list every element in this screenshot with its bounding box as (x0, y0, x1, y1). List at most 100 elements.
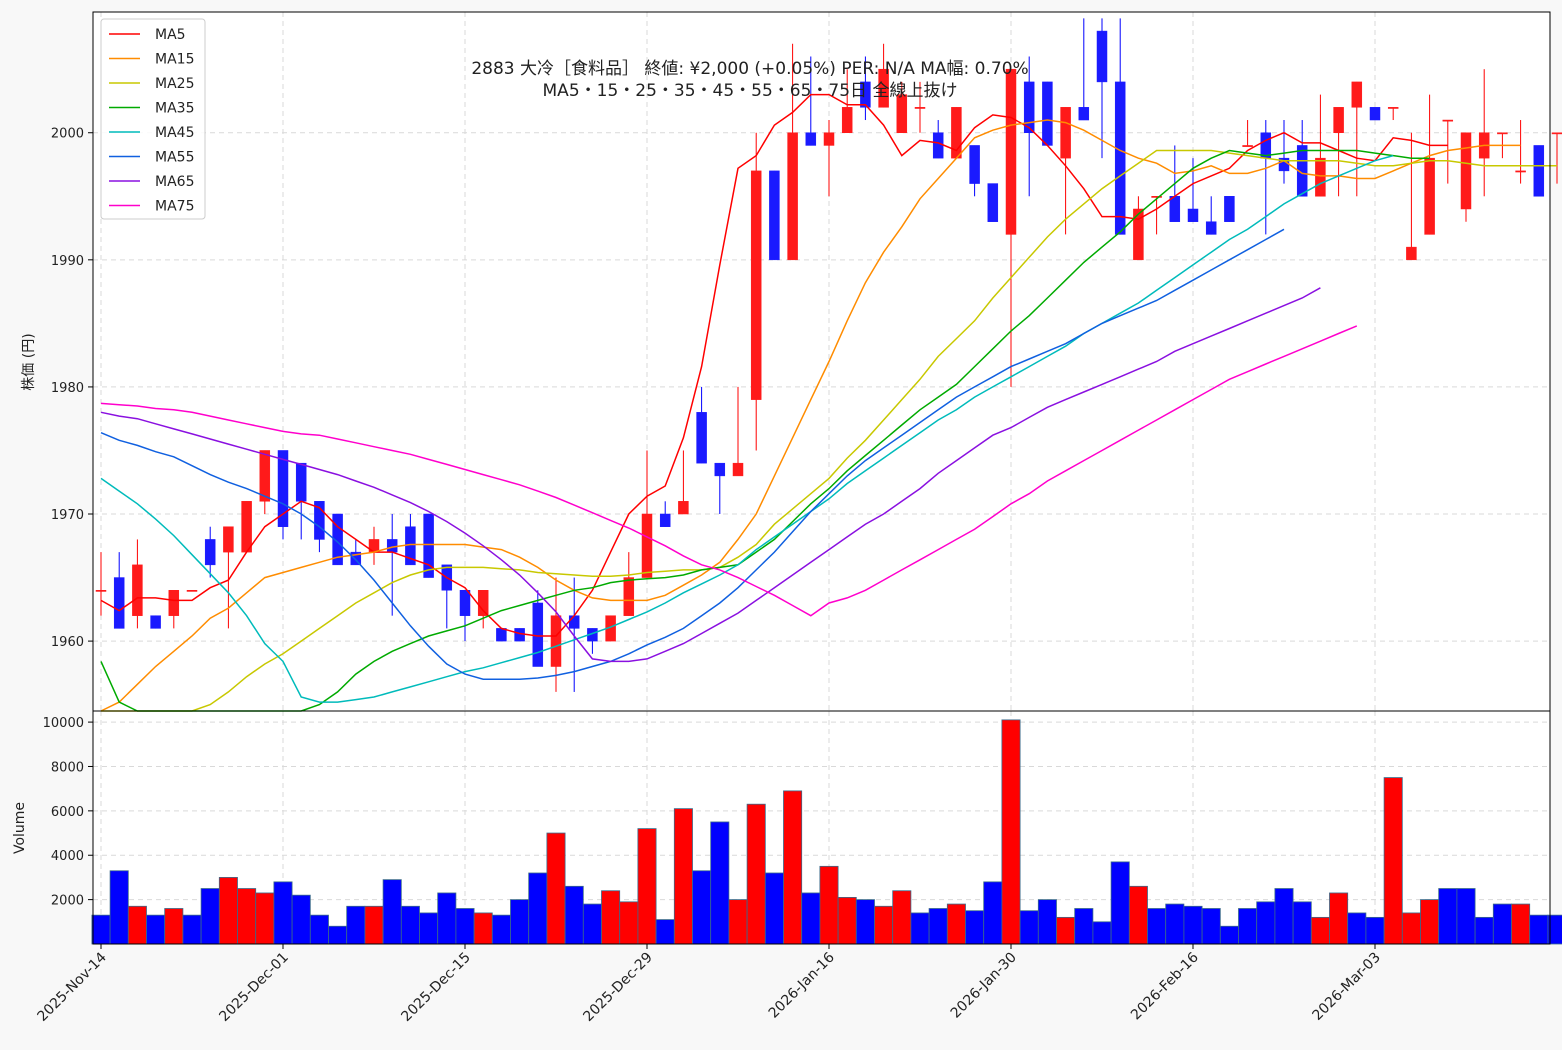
volume-bar (582, 903, 602, 945)
candle-body (1224, 196, 1235, 222)
candle-body (1042, 81, 1053, 146)
volume-bar (146, 914, 166, 945)
candle-body (113, 577, 125, 629)
legend-label: MA5 (155, 27, 186, 43)
moving-average-lines (100, 93, 1557, 712)
volume-bar (491, 914, 511, 945)
candle-body (204, 539, 216, 566)
volume-bar (1056, 916, 1076, 945)
volume-bar (382, 879, 402, 945)
legend-label: MA15 (155, 52, 194, 68)
candle-body (678, 501, 689, 515)
candle-body (659, 513, 671, 527)
volume-tick-label: 2000 (51, 894, 84, 909)
volume-bar (1292, 901, 1312, 945)
volume-bar (1329, 892, 1349, 945)
volume-bar (910, 912, 930, 945)
candle-body (1060, 107, 1071, 159)
candle-body (1351, 81, 1363, 108)
candle-body (132, 564, 143, 616)
candle-body (732, 462, 744, 477)
volume-bar (1401, 912, 1421, 945)
candle-body (350, 551, 362, 566)
candle-body (568, 615, 580, 629)
candle-body (332, 513, 343, 566)
candle-body (550, 615, 562, 667)
volume-bar (946, 903, 966, 945)
candle-body (987, 183, 999, 222)
candle-body (168, 590, 180, 616)
candle-body (95, 590, 107, 592)
candle-body (186, 590, 198, 592)
candle-body (150, 615, 161, 629)
volume-bar (218, 877, 238, 945)
volume-bar (837, 897, 857, 945)
candle-body (769, 170, 780, 261)
volume-bar (127, 905, 147, 945)
candle-body (969, 145, 980, 184)
volume-bar (1310, 916, 1330, 945)
volume-bar (419, 912, 439, 945)
candle-body (1333, 107, 1344, 133)
candlesticks (95, 18, 1562, 692)
candle-body (277, 450, 289, 527)
candle-body (1424, 157, 1435, 235)
candle-body (241, 501, 252, 553)
candle-body (750, 170, 762, 400)
volume-bar (1438, 888, 1458, 945)
volume-axis-label: Volume (12, 802, 28, 854)
candle-body (932, 132, 944, 159)
volume-bar (728, 899, 748, 945)
volume-bar (619, 901, 639, 945)
volume-bar (1128, 885, 1148, 945)
volume-bar (764, 872, 784, 945)
candle-body (1369, 107, 1381, 121)
volume-bar (983, 881, 1003, 945)
candle-body (1169, 196, 1181, 222)
candle-body (223, 526, 234, 553)
volume-bar (1110, 861, 1130, 945)
volume-bar (1492, 903, 1512, 945)
volume-bar (328, 925, 348, 945)
volume-bar (855, 899, 875, 945)
volume-bar (400, 905, 420, 945)
candle-body (823, 132, 835, 146)
chart-title: 2883 大冷［食料品］ 終値: ¥2,000 (+0.05%) PER: N/… (471, 59, 1028, 79)
candle-body (1296, 145, 1308, 197)
volume-bar (437, 892, 457, 945)
candle-body (1406, 246, 1417, 261)
price-tick-label: 1990 (51, 254, 84, 269)
candle-body (295, 462, 307, 502)
ma-line-ma55 (100, 228, 1285, 680)
volume-bar (783, 790, 803, 945)
candle-body (1005, 68, 1017, 235)
volume-bar (1474, 916, 1494, 945)
volume-bar (309, 914, 329, 945)
volume-bar (801, 892, 821, 945)
volume-bar (1201, 908, 1221, 945)
candle-body (860, 81, 871, 108)
volume-bar (1183, 905, 1203, 945)
candle-body (805, 132, 817, 146)
candle-body (1315, 157, 1326, 197)
candle-body (514, 628, 525, 642)
candle-body (914, 107, 926, 109)
volume-bar (109, 870, 129, 945)
legend-label: MA75 (155, 199, 194, 215)
ma-line-ma65 (100, 287, 1321, 663)
legend-label: MA45 (155, 125, 194, 141)
volume-bar (1092, 921, 1112, 945)
volume-bar (182, 914, 202, 945)
candle-body (878, 68, 889, 108)
volume-bar (965, 910, 985, 945)
volume-bar (1256, 901, 1276, 945)
legend-label: MA25 (155, 76, 194, 92)
volume-tick-label: 10000 (43, 716, 84, 731)
price-tick-label: 2000 (51, 127, 84, 142)
volume-bar (510, 899, 530, 945)
volume-bar (692, 870, 712, 945)
candle-body (423, 513, 434, 578)
candle-body (1133, 208, 1144, 261)
volume-bar (1274, 888, 1294, 945)
